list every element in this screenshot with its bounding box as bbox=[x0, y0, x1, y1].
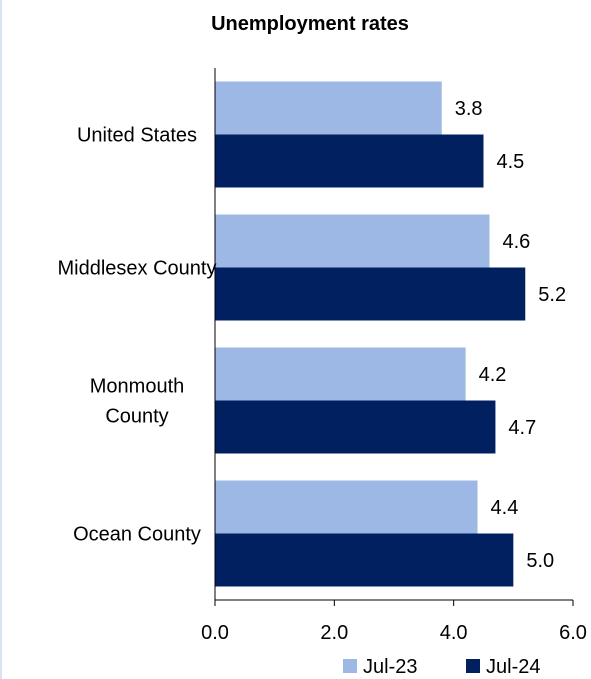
value-label: 4.7 bbox=[508, 417, 536, 439]
bar-jul-23-1 bbox=[215, 214, 490, 268]
category-label: Ocean County bbox=[73, 524, 201, 546]
legend-swatch bbox=[343, 659, 357, 673]
legend-label: Jul-24 bbox=[486, 656, 540, 678]
left-frame-line bbox=[0, 0, 2, 679]
value-label: 3.8 bbox=[455, 98, 483, 120]
bar-jul-24-1 bbox=[215, 267, 526, 321]
bar-jul-24-3 bbox=[215, 533, 514, 587]
legend-swatch bbox=[466, 659, 480, 673]
bar-jul-23-3 bbox=[215, 480, 478, 534]
x-tick-label: 2.0 bbox=[320, 622, 348, 644]
x-tick-label: 4.0 bbox=[440, 622, 468, 644]
value-label: 4.2 bbox=[479, 364, 507, 386]
bar-jul-24-2 bbox=[215, 400, 496, 454]
bar-jul-23-0 bbox=[215, 81, 442, 135]
legend-label: Jul-23 bbox=[363, 656, 417, 678]
category-label: County bbox=[105, 406, 168, 428]
x-ticks-group: 0.0 2.0 4.0 6.0 bbox=[201, 600, 587, 644]
value-labels-group: 3.8 4.5 4.6 5.2 4.2 4.7 4.4 5.0 bbox=[455, 98, 566, 572]
bar-jul-24-0 bbox=[215, 134, 484, 188]
category-labels-group: United States Middlesex County Monmouth Cou… bbox=[58, 125, 217, 546]
x-tick-label: 6.0 bbox=[559, 622, 587, 644]
value-label: 4.5 bbox=[497, 151, 525, 173]
category-label: Middlesex County bbox=[58, 258, 217, 280]
value-label: 4.4 bbox=[491, 497, 519, 519]
x-tick-label: 0.0 bbox=[201, 622, 229, 644]
value-label: 4.6 bbox=[502, 231, 530, 253]
category-label: Monmouth bbox=[90, 376, 185, 398]
value-label: 5.2 bbox=[538, 284, 566, 306]
bar-jul-23-2 bbox=[215, 347, 466, 401]
category-label: United States bbox=[77, 125, 197, 147]
chart-title: Unemployment rates bbox=[211, 13, 409, 35]
legend: Jul-23 Jul-24 bbox=[343, 656, 540, 678]
bars-group bbox=[215, 81, 526, 587]
value-label: 5.0 bbox=[526, 550, 554, 572]
